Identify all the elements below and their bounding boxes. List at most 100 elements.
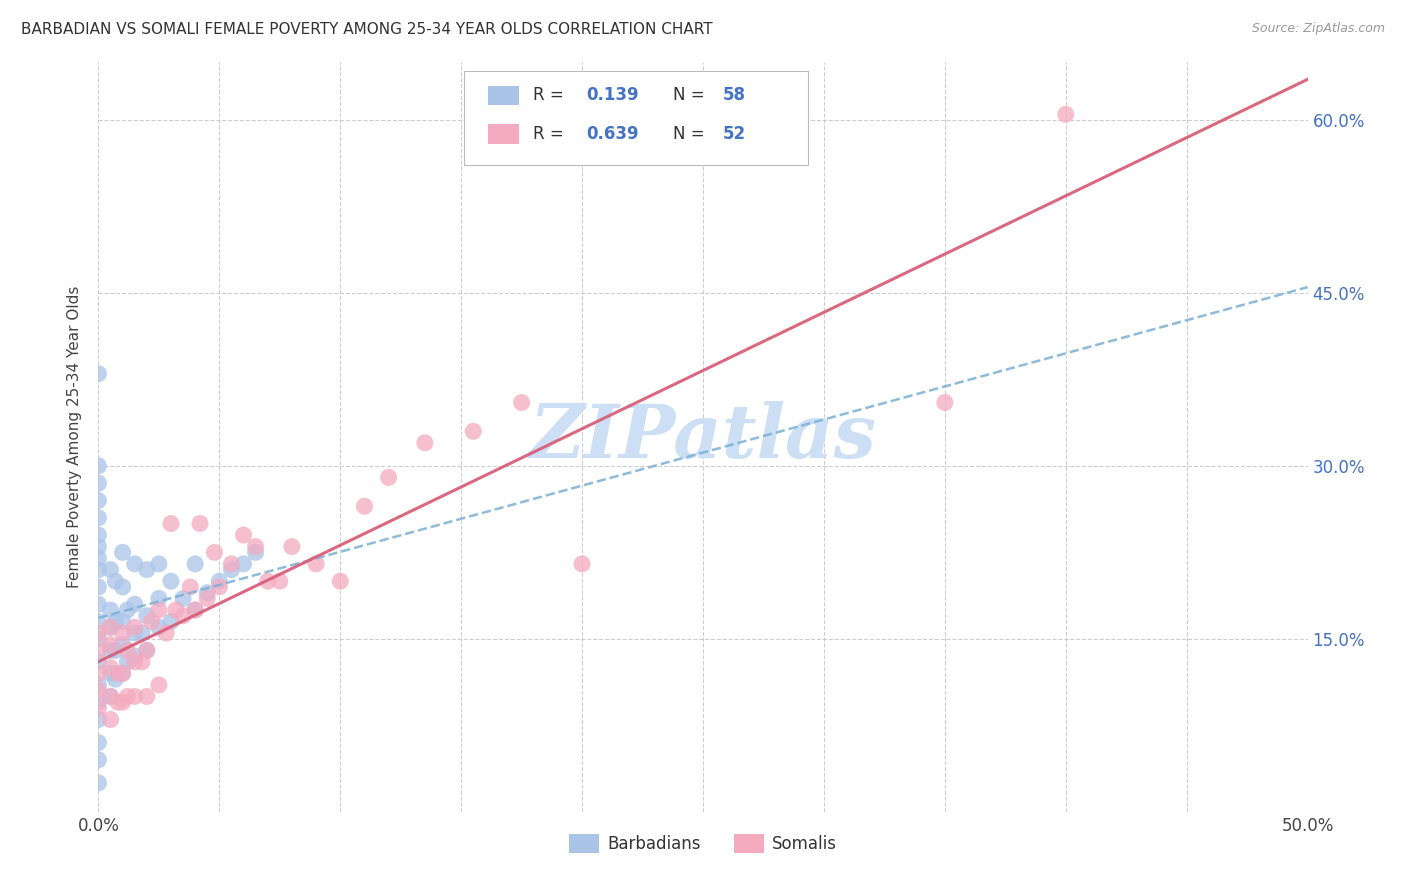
Point xyxy=(87,701,110,715)
Point xyxy=(100,643,122,657)
Point xyxy=(269,574,291,589)
Point xyxy=(124,620,146,634)
Point xyxy=(571,557,593,571)
Point xyxy=(172,608,194,623)
Point xyxy=(155,626,177,640)
Point xyxy=(100,666,122,681)
Point xyxy=(87,713,110,727)
Text: ZIPatlas: ZIPatlas xyxy=(530,401,876,474)
Point xyxy=(111,615,134,629)
Point xyxy=(208,580,231,594)
Point xyxy=(87,666,110,681)
Point xyxy=(100,563,122,577)
Point xyxy=(87,615,110,629)
Text: R =: R = xyxy=(533,87,574,104)
Point xyxy=(124,649,146,664)
Point xyxy=(160,574,183,589)
Text: 0.139: 0.139 xyxy=(586,87,638,104)
Point xyxy=(87,678,110,692)
Point xyxy=(510,395,533,409)
Point xyxy=(87,643,110,657)
Point xyxy=(87,735,110,749)
Point xyxy=(100,603,122,617)
Point xyxy=(179,580,201,594)
Point xyxy=(87,493,110,508)
Text: 52: 52 xyxy=(723,125,745,143)
Point xyxy=(160,516,183,531)
Point xyxy=(377,470,399,484)
Point xyxy=(87,458,110,473)
Point xyxy=(124,690,146,704)
Point xyxy=(232,528,254,542)
Point xyxy=(100,638,122,652)
Point xyxy=(131,655,153,669)
Point xyxy=(111,695,134,709)
Point xyxy=(107,666,129,681)
Text: N =: N = xyxy=(673,87,710,104)
Point xyxy=(87,753,110,767)
Point xyxy=(87,655,110,669)
Point xyxy=(87,551,110,566)
Point xyxy=(188,516,211,531)
Point xyxy=(305,557,328,571)
Point xyxy=(195,591,218,606)
Point xyxy=(104,643,127,657)
Point xyxy=(87,695,110,709)
Point xyxy=(148,603,170,617)
Point xyxy=(135,563,157,577)
Point xyxy=(100,620,122,634)
Legend: Barbadians, Somalis: Barbadians, Somalis xyxy=(562,827,844,860)
Point xyxy=(117,655,139,669)
Point xyxy=(165,603,187,617)
Point xyxy=(221,563,243,577)
Point xyxy=(353,500,375,514)
Point xyxy=(87,632,110,646)
Point xyxy=(281,540,304,554)
Point xyxy=(87,580,110,594)
Point xyxy=(184,603,207,617)
Point xyxy=(934,395,956,409)
Point xyxy=(124,626,146,640)
Point xyxy=(100,620,122,634)
Point xyxy=(117,603,139,617)
Point xyxy=(100,660,122,674)
Point xyxy=(100,713,122,727)
Point xyxy=(232,557,254,571)
Point xyxy=(124,597,146,611)
Point xyxy=(111,666,134,681)
Point xyxy=(148,620,170,634)
Point xyxy=(104,615,127,629)
Text: R =: R = xyxy=(533,125,574,143)
Point xyxy=(111,666,134,681)
Text: Source: ZipAtlas.com: Source: ZipAtlas.com xyxy=(1251,22,1385,36)
Point xyxy=(135,643,157,657)
Point xyxy=(245,545,267,559)
Point xyxy=(131,626,153,640)
Point xyxy=(87,683,110,698)
Point xyxy=(135,608,157,623)
Point xyxy=(87,563,110,577)
Point xyxy=(245,540,267,554)
Point xyxy=(104,672,127,686)
Point xyxy=(195,585,218,599)
Y-axis label: Female Poverty Among 25-34 Year Olds: Female Poverty Among 25-34 Year Olds xyxy=(67,286,83,588)
Point xyxy=(135,690,157,704)
Point xyxy=(124,655,146,669)
Point xyxy=(1054,107,1077,121)
Point xyxy=(124,557,146,571)
Point xyxy=(107,695,129,709)
Point xyxy=(87,776,110,790)
Point xyxy=(87,528,110,542)
Point xyxy=(87,540,110,554)
Point xyxy=(148,678,170,692)
Text: N =: N = xyxy=(673,125,710,143)
Point xyxy=(111,638,134,652)
Point xyxy=(413,435,436,450)
Point xyxy=(221,557,243,571)
Point xyxy=(117,643,139,657)
Point xyxy=(148,591,170,606)
Point xyxy=(111,545,134,559)
Point xyxy=(329,574,352,589)
Point xyxy=(100,690,122,704)
Point xyxy=(160,615,183,629)
